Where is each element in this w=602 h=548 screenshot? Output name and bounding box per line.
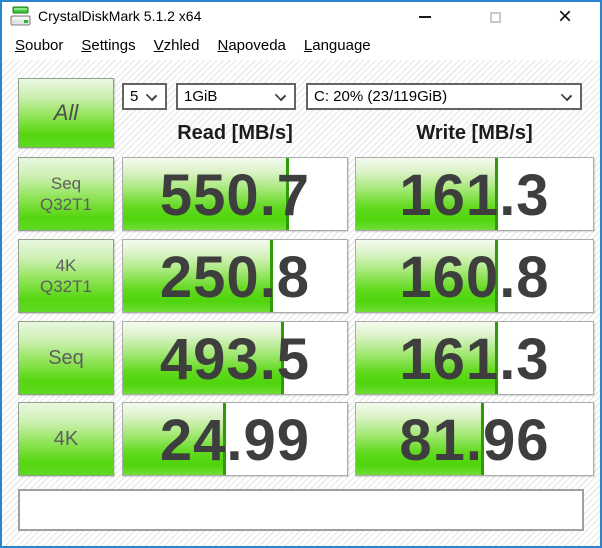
result-bar-fill	[356, 403, 484, 475]
seq-test-button[interactable]: Seq	[18, 321, 114, 395]
4k-test-button[interactable]: 4K	[18, 402, 114, 476]
test-label-line1: 4K	[55, 255, 77, 275]
menu-item-soubor[interactable]: Soubor	[15, 37, 64, 54]
menu-item-settings[interactable]: Settings	[81, 37, 136, 54]
test-label-line1: Seq	[48, 346, 84, 369]
result-bar-fill	[123, 240, 274, 312]
write-result-cell: 161.3	[355, 157, 594, 231]
4k-q32t1-test-button[interactable]: 4K Q32T1	[18, 239, 114, 313]
chevron-down-icon	[560, 89, 573, 102]
maximize-button[interactable]	[460, 2, 530, 32]
result-row-4k: 4K 24.99 81.96	[2, 402, 600, 476]
read-result-cell: 550.7	[122, 157, 348, 231]
read-result-value: 493.5	[159, 326, 311, 392]
test-size-select[interactable]: 1GiB	[176, 83, 296, 110]
read-result-value: 24.99	[159, 407, 311, 473]
test-count-select[interactable]: 5	[122, 83, 167, 110]
write-result-value: 161.3	[399, 326, 550, 392]
chevron-down-icon	[274, 89, 287, 102]
read-result-cell: 493.5	[122, 321, 348, 395]
write-result-value: 161.3	[399, 162, 550, 228]
write-result-value: 81.96	[399, 407, 550, 473]
test-label-line1: Seq	[50, 173, 82, 193]
read-column-header: Read [MB/s]	[177, 122, 293, 144]
read-result-cell: 250.8	[122, 239, 348, 313]
title-bar: CrystalDiskMark 5.1.2 x64 ×	[2, 2, 600, 32]
result-bar-fill	[356, 158, 499, 230]
result-row-seq: Seq 493.5 161.3	[2, 321, 600, 395]
comment-input[interactable]	[18, 489, 584, 531]
result-bar-fill	[123, 158, 289, 230]
menu-item-language[interactable]: Language	[303, 37, 371, 54]
test-label-line1: 4K	[53, 427, 79, 450]
window-title: CrystalDiskMark 5.1.2 x64	[38, 8, 202, 24]
all-test-label: All	[53, 100, 79, 125]
read-result-value: 550.7	[159, 162, 311, 228]
result-bar-fill	[123, 322, 285, 394]
minimize-icon	[419, 16, 431, 18]
all-test-button[interactable]: All	[18, 78, 114, 148]
seq-q32t1-test-button[interactable]: Seq Q32T1	[18, 157, 114, 231]
minimize-button[interactable]	[390, 2, 460, 32]
close-button[interactable]: ×	[530, 2, 600, 32]
read-result-cell: 24.99	[122, 402, 348, 476]
result-bar-fill	[356, 240, 499, 312]
target-drive-value: C: 20% (23/119GiB)	[314, 88, 448, 105]
target-drive-select[interactable]: C: 20% (23/119GiB)	[306, 83, 582, 110]
menu-bar: Soubor Settings Vzhled Napoveda Language	[2, 32, 600, 60]
write-result-value: 160.8	[399, 244, 550, 310]
test-size-value: 1GiB	[184, 88, 218, 105]
test-label-line2: Q32T1	[40, 277, 92, 296]
result-row-4k-q32t1: 4K Q32T1 250.8 160.8	[2, 239, 600, 313]
read-result-value: 250.8	[159, 244, 311, 310]
chevron-down-icon	[145, 89, 158, 102]
test-count-value: 5	[130, 88, 139, 105]
write-result-cell: 81.96	[355, 402, 594, 476]
write-result-cell: 160.8	[355, 239, 594, 313]
write-result-cell: 161.3	[355, 321, 594, 395]
client-area: All 5 1GiB C: 20% (23/119GiB) Read [MB/s…	[2, 60, 600, 546]
test-label-line2: Q32T1	[40, 195, 92, 214]
write-column-header: Write [MB/s]	[416, 122, 533, 144]
maximize-icon	[489, 11, 501, 23]
menu-item-vzhled[interactable]: Vzhled	[153, 37, 200, 54]
app-icon	[10, 6, 31, 26]
result-bar-fill	[356, 322, 499, 394]
result-bar-fill	[123, 403, 227, 475]
close-icon: ×	[557, 3, 572, 30]
result-row-seq-q32t1: Seq Q32T1 550.7 161.3	[2, 157, 600, 231]
menu-item-napoveda[interactable]: Napoveda	[217, 37, 286, 54]
